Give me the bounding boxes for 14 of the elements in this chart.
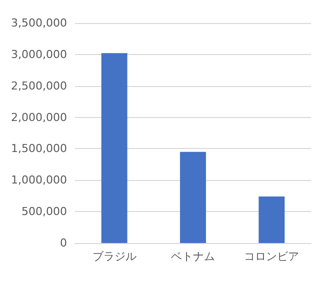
bar — [180, 152, 206, 243]
y-tick-label: 2,500,000 — [11, 79, 67, 92]
y-tick-label: 3,500,000 — [11, 16, 67, 30]
x-tick-label: ベトナム — [170, 250, 215, 263]
y-tick-label: 2,000,000 — [11, 110, 67, 124]
x-tick-label: ブラジル — [92, 250, 136, 263]
y-tick-label: 3,000,000 — [11, 48, 67, 61]
x-tick-label: コロンビア — [244, 250, 300, 263]
y-tick-label: 1,000,000 — [11, 174, 67, 187]
y-tick-label: 1,500,000 — [11, 142, 67, 156]
bar — [101, 53, 128, 243]
bar — [258, 196, 285, 243]
y-tick-label: 0 — [60, 236, 67, 250]
y-tick-label: 500,000 — [21, 205, 67, 218]
